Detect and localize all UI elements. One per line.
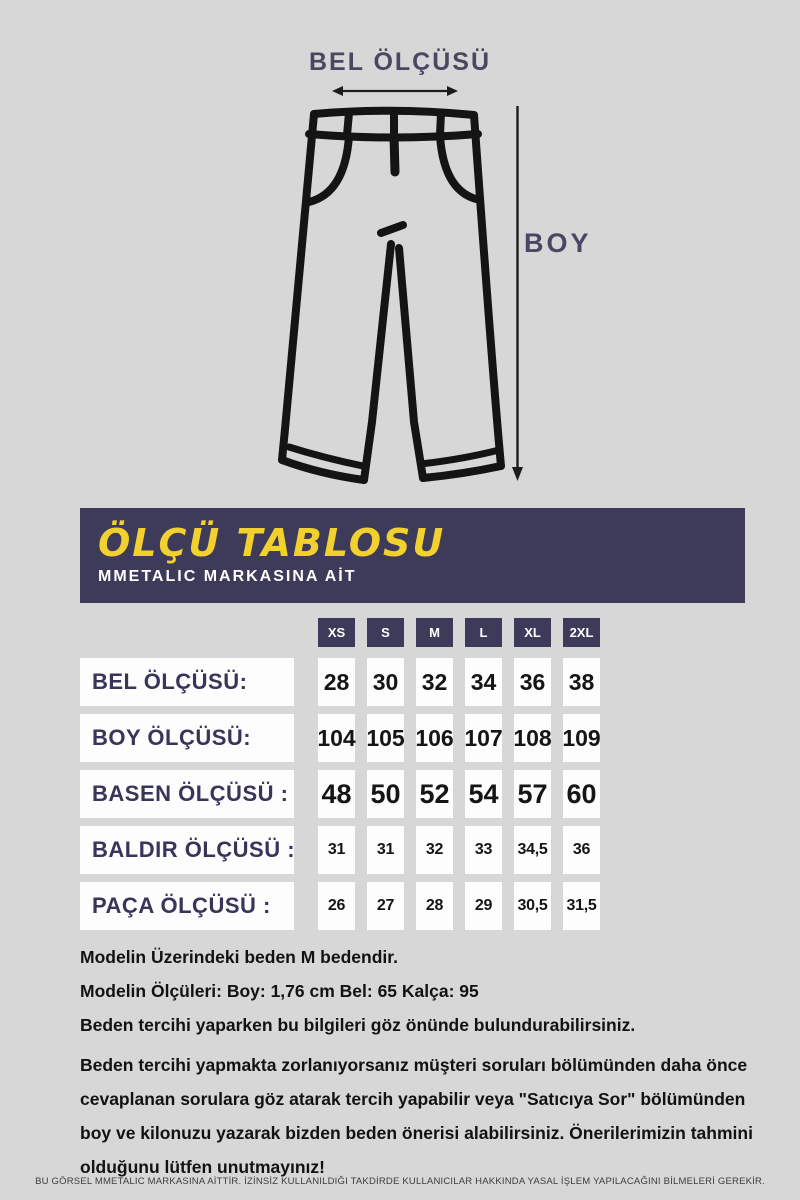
size-value-cell: 109: [562, 714, 601, 762]
row-label: BALDIR ÖLÇÜSÜ :: [80, 826, 295, 874]
height-measure-label: BOY: [524, 228, 592, 258]
size-value-cell: 50: [367, 770, 404, 818]
size-value-cell: 31: [318, 826, 355, 874]
size-value-cell: 34: [465, 658, 502, 706]
size-value-cell: 31: [367, 826, 404, 874]
size-header-xl: XL: [514, 618, 551, 647]
table-row-basen: BASEN ÖLÇÜSÜ : 48 50 52 54 57 60: [80, 770, 612, 818]
model-note-line: Beden tercihi yaparken bu bilgileri göz …: [80, 1015, 636, 1035]
size-advice-note: Beden tercihi yapmakta zorlanıyorsanız m…: [80, 1055, 753, 1177]
banner-subtitle: MMETALIC MARKASINA AİT: [98, 568, 357, 585]
size-header-2xl: 2XL: [563, 618, 600, 647]
model-note-line: Modelin Üzerindeki beden M bedendir.: [80, 947, 398, 967]
size-value-cell: 34,5: [514, 826, 551, 874]
size-value-cell: 32: [416, 658, 453, 706]
waist-width-arrow-icon: [331, 84, 459, 98]
size-value-cell: 105: [366, 714, 405, 762]
size-value-cell: 27: [367, 882, 404, 930]
size-value-cell: 28: [416, 882, 453, 930]
table-row-paca: PAÇA ÖLÇÜSÜ : 26 27 28 29 30,5 31,5: [80, 882, 612, 930]
table-row-bel: BEL ÖLÇÜSÜ: 28 30 32 34 36 38: [80, 658, 612, 706]
waist-measure-label: BEL ÖLÇÜSÜ: [308, 48, 492, 76]
table-row-baldir: BALDIR ÖLÇÜSÜ : 31 31 32 33 34,5 36: [80, 826, 612, 874]
size-table: XS S M L XL 2XL BEL ÖLÇÜSÜ: 28 30 32 34 …: [80, 618, 612, 938]
size-header-s: S: [367, 618, 404, 647]
size-value-cell: 54: [465, 770, 502, 818]
size-value-cell: 57: [514, 770, 551, 818]
table-row-boy: BOY ÖLÇÜSÜ: 104 105 106 107 108 109: [80, 714, 612, 762]
size-value-cell: 104: [317, 714, 356, 762]
size-value-cell: 36: [563, 826, 600, 874]
pants-line-drawing-icon: [268, 98, 518, 490]
size-value-cell: 38: [563, 658, 600, 706]
title-banner: ÖLÇÜ TABLOSU MMETALIC MARKASINA AİT: [80, 508, 745, 603]
size-header-l: L: [465, 618, 502, 647]
size-value-cell: 30: [367, 658, 404, 706]
row-label: BASEN ÖLÇÜSÜ :: [80, 770, 294, 818]
row-label: PAÇA ÖLÇÜSÜ :: [80, 882, 294, 930]
row-label: BOY ÖLÇÜSÜ:: [80, 714, 294, 762]
size-header-xs: XS: [318, 618, 355, 647]
footer-disclaimer: BU GÖRSEL MMETALIC MARKASINA AİTTİR. İZİ…: [35, 1176, 765, 1187]
size-value-cell: 26: [318, 882, 355, 930]
size-header-m: M: [416, 618, 453, 647]
size-value-cell: 33: [465, 826, 502, 874]
size-value-cell: 28: [318, 658, 355, 706]
size-value-cell: 108: [513, 714, 552, 762]
model-note-line: Modelin Ölçüleri: Boy: 1,76 cm Bel: 65 K…: [80, 981, 479, 1001]
banner-title: ÖLÇÜ TABLOSU: [98, 521, 446, 565]
size-value-cell: 107: [464, 714, 503, 762]
size-value-cell: 30,5: [514, 882, 551, 930]
size-value-cell: 32: [416, 826, 453, 874]
size-value-cell: 29: [465, 882, 502, 930]
size-value-cell: 106: [415, 714, 454, 762]
size-value-cell: 48: [318, 770, 355, 818]
size-value-cell: 60: [563, 770, 600, 818]
size-value-cell: 52: [416, 770, 453, 818]
size-value-cell: 31,5: [563, 882, 600, 930]
model-notes: Modelin Üzerindeki beden M bedendir. Mod…: [80, 940, 770, 1042]
header-spacer: [80, 618, 318, 647]
size-value-cell: 36: [514, 658, 551, 706]
size-header-row: XS S M L XL 2XL: [80, 618, 612, 647]
row-label: BEL ÖLÇÜSÜ:: [80, 658, 294, 706]
height-arrow-icon: [509, 104, 527, 484]
